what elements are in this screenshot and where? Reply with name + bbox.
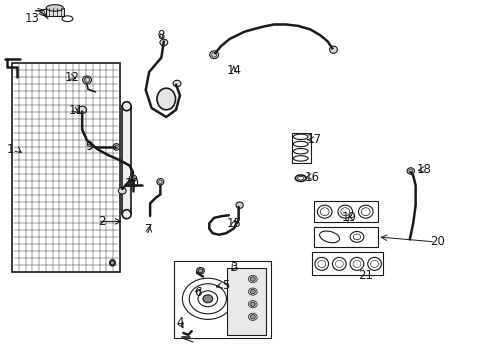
Text: 14: 14 <box>226 64 241 77</box>
Text: 2: 2 <box>98 215 105 228</box>
Text: 8: 8 <box>157 29 165 42</box>
Bar <box>313 227 377 247</box>
Bar <box>173 261 271 338</box>
Ellipse shape <box>250 277 255 281</box>
Text: 10: 10 <box>124 177 139 190</box>
Ellipse shape <box>118 188 126 194</box>
Text: 19: 19 <box>342 211 356 224</box>
Ellipse shape <box>406 168 414 174</box>
Text: 5: 5 <box>222 279 229 292</box>
Bar <box>313 201 377 222</box>
Ellipse shape <box>122 210 131 219</box>
Text: 3: 3 <box>229 261 237 274</box>
Text: 4: 4 <box>176 316 183 329</box>
Ellipse shape <box>129 175 137 181</box>
Text: 16: 16 <box>304 171 319 184</box>
Text: 11: 11 <box>68 104 83 117</box>
Ellipse shape <box>78 106 86 113</box>
Bar <box>12 63 120 272</box>
Ellipse shape <box>196 267 204 274</box>
Bar <box>291 133 310 163</box>
Text: 12: 12 <box>65 71 80 84</box>
Text: 15: 15 <box>226 217 241 230</box>
Text: 13: 13 <box>24 12 39 25</box>
Ellipse shape <box>160 39 167 46</box>
Text: 9: 9 <box>85 140 93 153</box>
Text: 18: 18 <box>416 163 431 176</box>
Text: 17: 17 <box>306 133 321 146</box>
Ellipse shape <box>248 301 257 308</box>
Text: 6: 6 <box>194 286 202 299</box>
Bar <box>311 252 382 275</box>
Ellipse shape <box>157 88 175 110</box>
Ellipse shape <box>250 289 255 294</box>
Ellipse shape <box>248 288 257 295</box>
Ellipse shape <box>46 5 63 11</box>
Ellipse shape <box>113 144 120 150</box>
Text: 20: 20 <box>429 235 444 248</box>
Text: 21: 21 <box>358 269 372 282</box>
Ellipse shape <box>109 260 115 266</box>
Bar <box>122 106 131 214</box>
Ellipse shape <box>250 302 255 306</box>
Ellipse shape <box>173 80 181 87</box>
Text: 7: 7 <box>145 223 153 236</box>
Text: 1: 1 <box>7 143 15 156</box>
Ellipse shape <box>122 102 131 111</box>
Ellipse shape <box>329 46 337 53</box>
Ellipse shape <box>209 51 218 59</box>
Ellipse shape <box>248 275 257 283</box>
Ellipse shape <box>157 179 163 185</box>
Bar <box>227 268 265 335</box>
Bar <box>46 8 63 16</box>
Ellipse shape <box>203 295 212 303</box>
Ellipse shape <box>250 315 255 319</box>
Ellipse shape <box>236 202 243 208</box>
Ellipse shape <box>248 313 257 320</box>
Ellipse shape <box>82 76 91 84</box>
